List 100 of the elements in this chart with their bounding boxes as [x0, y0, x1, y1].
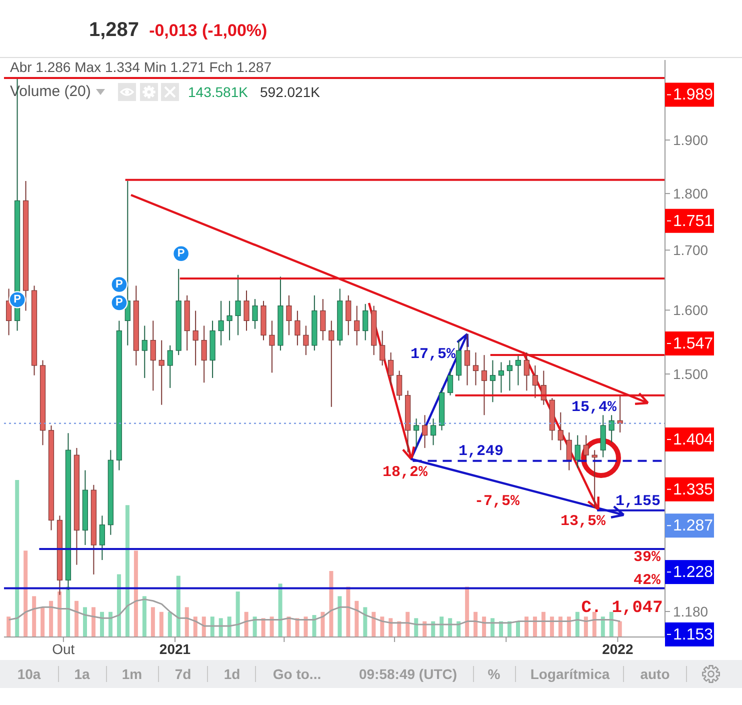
bar — [286, 616, 291, 637]
candlestick — [608, 414, 614, 443]
candlestick — [328, 320, 334, 408]
text: 1d — [224, 666, 240, 682]
candlestick — [414, 418, 420, 448]
text: 7d — [174, 666, 192, 682]
y-tick-label: 1.900 — [673, 132, 708, 148]
text: 09:58:49 (UTC) — [358, 666, 458, 682]
bar — [609, 612, 614, 637]
bar — [516, 621, 520, 637]
candlestick — [192, 310, 198, 366]
bar — [150, 607, 155, 637]
candlestick — [226, 300, 232, 341]
bar — [490, 618, 495, 637]
bar — [600, 616, 605, 637]
candlestick — [362, 303, 368, 341]
bar — [278, 584, 282, 637]
text: 10a — [17, 666, 41, 682]
bar — [304, 616, 308, 637]
candlestick — [218, 300, 224, 346]
x-tick-label: 2022 — [602, 640, 634, 657]
text: Logarítmica — [530, 666, 610, 682]
bar — [482, 616, 486, 637]
bar — [108, 612, 112, 637]
bar — [66, 586, 70, 637]
bar — [346, 586, 350, 637]
annotation: 592.021K — [260, 84, 320, 100]
bar — [32, 596, 36, 637]
bar — [363, 607, 368, 637]
candlestick — [490, 360, 496, 403]
bar — [270, 616, 274, 637]
x-tick-label: Out — [52, 640, 75, 657]
candlestick — [574, 434, 580, 469]
bar — [40, 607, 45, 637]
candlestick — [320, 298, 326, 341]
candlestick — [269, 320, 275, 374]
text: 1a — [74, 666, 90, 682]
candlestick — [354, 305, 360, 346]
bar — [312, 615, 316, 637]
y-tick-label: 1.228 — [673, 564, 714, 581]
candlestick — [396, 370, 402, 401]
candlestick — [167, 344, 173, 388]
bar — [252, 616, 257, 637]
annotation: 18,2% — [382, 464, 428, 480]
candlestick — [286, 294, 292, 336]
candlestick — [447, 368, 454, 396]
bar — [406, 612, 410, 637]
annotation: 1,249 — [458, 442, 504, 460]
bar — [74, 600, 79, 637]
candlestick — [617, 394, 623, 433]
bar — [448, 618, 452, 637]
candlestick — [481, 354, 488, 416]
candlestick — [430, 418, 436, 446]
bar — [49, 600, 54, 637]
candlestick — [142, 325, 148, 378]
candlestick — [592, 450, 598, 509]
bar — [440, 616, 444, 637]
bar — [142, 596, 146, 637]
y-tick-label: 1.600 — [673, 302, 708, 318]
annotation: 42% — [633, 572, 662, 588]
candlestick — [294, 310, 300, 346]
x-tick-label: 2021 — [159, 640, 191, 657]
candlestick — [235, 274, 241, 336]
bar — [474, 612, 478, 637]
chart-subtitle: -0,013 (-1,00%) — [149, 21, 268, 41]
candlestick — [150, 320, 156, 392]
y-tick-label: 1.751 — [673, 212, 714, 230]
bar — [584, 616, 588, 637]
bar — [380, 616, 384, 637]
bar — [134, 550, 138, 637]
bar — [227, 616, 232, 637]
bar — [218, 618, 223, 637]
y-tick-label: 1.404 — [673, 430, 714, 448]
annotation: 13,5% — [560, 512, 606, 530]
bar — [575, 612, 580, 637]
y-tick-label: 1.153 — [673, 626, 714, 643]
candlestick — [6, 288, 12, 336]
annotation: P — [116, 296, 123, 309]
annotation: 39% — [633, 548, 662, 566]
bar — [236, 591, 240, 637]
bar — [24, 550, 28, 637]
candlestick — [524, 352, 530, 392]
bar — [244, 612, 248, 637]
bar — [261, 618, 266, 637]
bar — [320, 612, 325, 637]
y-tick-label: 1.700 — [673, 242, 708, 258]
y-tick-label: 1.335 — [673, 480, 714, 498]
bar — [100, 612, 104, 637]
y-tick-label: 1.287 — [673, 517, 714, 534]
candlestick — [380, 330, 386, 366]
bar — [414, 618, 418, 637]
bar — [58, 591, 62, 637]
bar — [388, 618, 393, 637]
candlestick — [558, 412, 564, 451]
bar — [210, 616, 214, 637]
y-tick-label: 1.547 — [673, 334, 714, 352]
candlestick — [506, 360, 512, 392]
bar — [465, 586, 470, 637]
candlestick — [422, 414, 428, 448]
text: % — [488, 666, 500, 682]
